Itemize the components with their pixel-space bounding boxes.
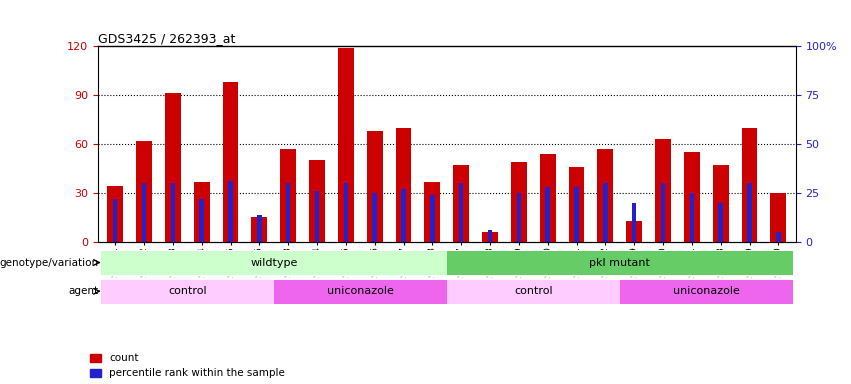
Bar [517, 193, 521, 242]
Bar [100, 280, 274, 304]
Bar [136, 141, 152, 242]
Bar [107, 187, 123, 242]
Bar [776, 232, 780, 242]
Bar [274, 280, 447, 304]
Text: uniconazole: uniconazole [673, 286, 740, 296]
Bar [280, 149, 296, 242]
Text: wildtype: wildtype [250, 258, 298, 268]
Bar [483, 232, 498, 242]
Bar [741, 128, 757, 242]
Bar [165, 93, 180, 242]
Bar [223, 82, 238, 242]
Bar [286, 183, 290, 242]
Bar [447, 280, 620, 304]
Bar [257, 215, 261, 242]
Bar [511, 162, 527, 242]
Bar [454, 165, 469, 242]
Bar [309, 161, 325, 242]
Bar [338, 48, 354, 242]
Bar [568, 167, 585, 242]
Bar [367, 131, 383, 242]
Bar [194, 182, 209, 242]
Bar [199, 199, 204, 242]
Text: control: control [514, 286, 552, 296]
Text: uniconazole: uniconazole [327, 286, 394, 296]
Bar [689, 193, 694, 242]
Bar [488, 230, 492, 242]
Bar [425, 182, 440, 242]
Bar [430, 195, 435, 242]
Bar [170, 183, 175, 242]
Bar [632, 203, 637, 242]
Bar [113, 199, 117, 242]
Bar [459, 183, 464, 242]
Bar [620, 280, 793, 304]
Bar [373, 193, 377, 242]
Bar [661, 183, 665, 242]
Legend: count, percentile rank within the sample: count, percentile rank within the sample [90, 353, 285, 378]
Bar [597, 149, 614, 242]
Bar [684, 152, 700, 242]
Bar [655, 139, 671, 242]
Bar [603, 183, 608, 242]
Bar [100, 251, 447, 275]
Bar [315, 191, 319, 242]
Bar [718, 203, 723, 242]
Text: GDS3425 / 262393_at: GDS3425 / 262393_at [98, 32, 235, 45]
Text: pkl mutant: pkl mutant [590, 258, 650, 268]
Bar [540, 154, 556, 242]
Bar [228, 181, 232, 242]
Bar [402, 189, 406, 242]
Text: agent: agent [68, 286, 99, 296]
Bar [713, 165, 728, 242]
Text: control: control [168, 286, 207, 296]
Text: genotype/variation: genotype/variation [0, 258, 99, 268]
Bar [626, 221, 643, 242]
Bar [344, 183, 348, 242]
Bar [251, 217, 267, 242]
Bar [545, 187, 550, 242]
Bar [770, 193, 786, 242]
Bar [574, 187, 579, 242]
Bar [396, 128, 411, 242]
Bar [447, 251, 793, 275]
Bar [142, 183, 146, 242]
Bar [747, 183, 751, 242]
